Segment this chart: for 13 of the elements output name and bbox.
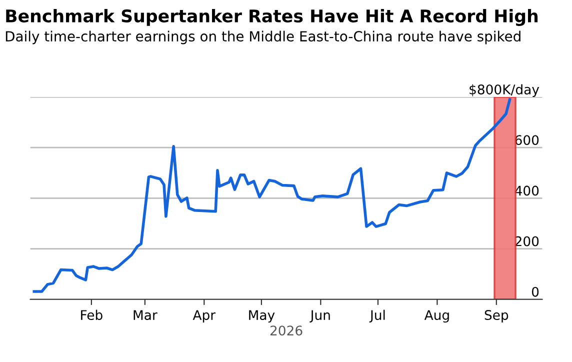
x-tick-label: Apr — [192, 310, 216, 323]
x-tick-label: May — [249, 310, 275, 323]
x-tick-label: Jun — [310, 310, 330, 322]
chart-title: Benchmark Supertanker Rates Have Hit A Record High — [6, 9, 538, 26]
y-tick-label: 0 — [532, 286, 539, 297]
x-tick-label: Aug — [424, 310, 449, 323]
x-axis-title: 2026 — [270, 326, 302, 336]
x-tick-label: Feb — [81, 310, 102, 320]
x-tick-label: Jul — [369, 310, 385, 322]
x-tick-label: Mar — [134, 310, 158, 320]
y-tick-label: $800K/day — [470, 84, 540, 98]
x-tick-label: Sep — [484, 310, 508, 323]
chart-subtitle: Daily time-charter earnings on the Middle East-to-China route have spiked — [6, 30, 520, 44]
